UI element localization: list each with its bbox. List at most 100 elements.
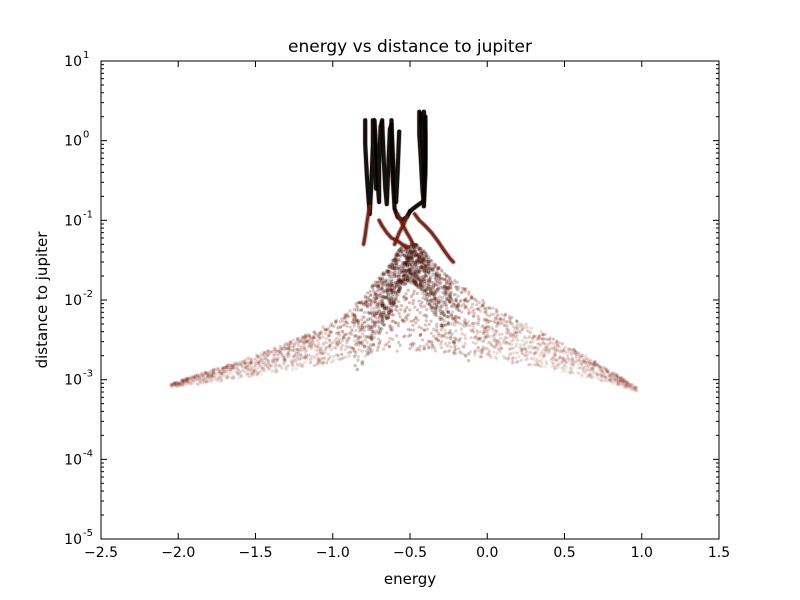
cloud-point	[205, 380, 209, 384]
cloud-point	[406, 252, 410, 256]
cloud-core-point	[398, 248, 402, 253]
cloud-point	[411, 302, 415, 306]
cloud-point	[544, 342, 548, 346]
cloud-core-point	[395, 252, 400, 257]
cloud-point	[504, 331, 509, 335]
cloud-point	[326, 326, 330, 330]
cloud-point	[263, 350, 267, 355]
cloud-point	[247, 375, 251, 379]
cloud-point	[178, 381, 182, 386]
cloud-point	[281, 355, 285, 359]
cloud-core-point	[389, 300, 394, 304]
cloud-point	[520, 338, 524, 343]
cloud-point	[459, 336, 463, 341]
cloud-point	[412, 246, 416, 250]
cloud-point	[244, 364, 249, 368]
cloud-point	[352, 349, 356, 353]
cloud-core-point	[370, 284, 374, 289]
cloud-point	[493, 321, 497, 325]
cloud-point	[634, 387, 638, 391]
cloud-point	[299, 352, 303, 356]
cloud-point	[363, 338, 368, 342]
cloud-point	[415, 242, 419, 247]
cloud-point	[408, 346, 412, 351]
cloud-core-point	[408, 262, 413, 267]
cloud-point	[342, 332, 346, 337]
cloud-point	[291, 338, 295, 342]
cloud-point	[219, 379, 223, 383]
cloud-core-point	[372, 294, 377, 298]
cloud-core-point	[430, 305, 434, 310]
cloud-point	[303, 333, 307, 337]
cloud-point	[568, 370, 572, 374]
cloud-point	[331, 358, 336, 363]
cloud-point	[302, 355, 306, 359]
cloud-point	[482, 330, 486, 334]
cloud-point	[525, 357, 529, 361]
cloud-point	[407, 334, 411, 338]
cloud-point	[600, 369, 604, 374]
cloud-core-point	[411, 271, 416, 275]
cloud-point	[495, 317, 500, 321]
cloud-core-point	[389, 295, 393, 300]
cloud-point	[514, 350, 518, 355]
cloud-core-point	[388, 279, 393, 283]
cloud-point	[480, 303, 484, 307]
cloud-point	[353, 350, 357, 354]
cloud-point	[601, 373, 605, 377]
cloud-point	[383, 343, 387, 347]
cloud-point	[435, 267, 440, 271]
cloud-point	[297, 364, 301, 368]
cloud-core-point	[352, 317, 356, 322]
cloud-core-point	[415, 268, 419, 272]
cloud-point	[303, 360, 307, 364]
cloud-point	[296, 337, 300, 341]
cloud-point	[371, 311, 375, 315]
cloud-core-point	[395, 270, 400, 275]
cloud-point	[414, 261, 418, 265]
cloud-core-point	[414, 269, 418, 274]
cloud-point	[538, 364, 543, 368]
cloud-core-point	[442, 272, 447, 276]
cloud-point	[273, 364, 278, 368]
cloud-point	[211, 378, 216, 382]
cloud-point	[615, 379, 619, 383]
cloud-point	[562, 367, 567, 371]
cloud-point	[601, 365, 605, 369]
cloud-point	[514, 319, 519, 323]
cloud-core-point	[445, 287, 449, 292]
cloud-core-point	[396, 259, 400, 264]
cloud-point	[486, 328, 490, 333]
cloud-point	[381, 272, 385, 276]
cloud-point	[452, 323, 457, 327]
cloud-point	[182, 383, 186, 387]
cloud-point	[395, 334, 399, 338]
cloud-point	[333, 319, 338, 324]
cloud-core-point	[389, 282, 393, 287]
cloud-point	[592, 363, 596, 367]
cloud-point	[388, 312, 392, 317]
cloud-point	[567, 350, 572, 354]
cloud-core-point	[407, 267, 412, 271]
cloud-point	[564, 360, 568, 364]
cloud-core-point	[409, 281, 414, 285]
cloud-point	[405, 305, 409, 309]
cloud-core-point	[436, 300, 441, 304]
cloud-point	[537, 337, 541, 341]
cloud-point	[278, 349, 282, 353]
cloud-point	[512, 325, 516, 329]
cloud-point	[279, 350, 283, 354]
cloud-core-point	[434, 272, 438, 277]
cloud-point	[285, 353, 289, 357]
cloud-core-point	[444, 300, 448, 305]
cloud-core-point	[406, 256, 411, 261]
cloud-point	[311, 339, 315, 343]
cloud-point	[220, 370, 225, 374]
cloud-point	[553, 366, 557, 370]
cloud-point	[463, 305, 467, 309]
cloud-point	[397, 299, 401, 304]
cloud-point	[442, 314, 447, 318]
cloud-point	[308, 360, 312, 365]
cloud-point	[185, 379, 189, 383]
cloud-core-point	[443, 288, 448, 293]
